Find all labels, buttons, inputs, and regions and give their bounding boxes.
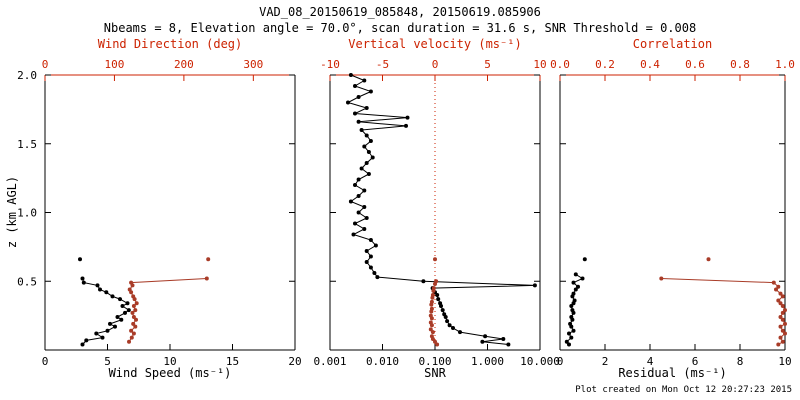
top-tick-label: 10	[533, 58, 546, 71]
top-tick-label: 0.2	[595, 58, 615, 71]
top-tick-label: 1.0	[775, 58, 795, 71]
x-tick-label: 0	[557, 355, 564, 368]
x-tick-label: 4	[647, 355, 654, 368]
x-tick-label: 1.000	[471, 355, 504, 368]
top-tick-label: -10	[320, 58, 340, 71]
panel2-x-axis-title: SNR	[424, 366, 446, 380]
top-tick-label: 0	[432, 58, 439, 71]
x-tick-label: 10	[778, 355, 791, 368]
panel-2: 0.001 0.010 0.100 1.000 10.000 -10 -5 0 5 10	[313, 58, 559, 368]
y-tick-label: 1.5	[17, 138, 37, 151]
plot-subtitle: Nbeams = 8, Elevation angle = 70.0°, sca…	[103, 21, 697, 35]
x-tick-label: 0.100	[418, 355, 451, 368]
series-residual_isolated	[582, 257, 587, 262]
series-wind_speed_isolated	[78, 257, 82, 262]
series-wind_direction_isolated	[206, 257, 211, 262]
plot-timestamp: Plot created on Mon Oct 12 20:27:23 2015	[575, 385, 792, 395]
x-tick-label: 6	[692, 355, 699, 368]
x-tick-label: 15	[226, 355, 239, 368]
top-tick-label: 0.0	[550, 58, 570, 71]
panel-3: 0 2 4 6 8 10 0.0 0.2 0.4 0.6 0.8 1.0	[550, 58, 795, 368]
series-snr	[346, 73, 537, 347]
series-correlation_isolated	[706, 257, 711, 262]
x-tick-label: 10	[163, 355, 176, 368]
top-tick-label: 100	[105, 58, 125, 71]
y-tick-label: 2.0	[17, 69, 37, 82]
x-tick-label: 0.010	[366, 355, 399, 368]
x-tick-label: 0	[42, 355, 49, 368]
x-tick-label: 20	[288, 355, 301, 368]
panel2-top-axis-title: Vertical velocity (ms⁻¹)	[348, 37, 522, 51]
series-vertical_velocity_isolated	[433, 257, 437, 262]
x-tick-label: 10.000	[520, 355, 560, 368]
panel1-x-axis-title: Wind Speed (ms⁻¹)	[108, 366, 232, 380]
x-tick-label: 2	[602, 355, 609, 368]
top-tick-label: 0	[42, 58, 49, 71]
top-tick-label: 0.4	[640, 58, 660, 71]
top-tick-label: -5	[376, 58, 389, 71]
top-tick-label: 0.6	[685, 58, 705, 71]
top-tick-label: 0.8	[730, 58, 750, 71]
y-tick-label: 1.0	[17, 207, 37, 220]
top-tick-label: 300	[243, 58, 263, 71]
y-tick-label: 0.5	[17, 275, 37, 288]
x-tick-label: 0.001	[313, 355, 346, 368]
x-tick-label: 5	[104, 355, 111, 368]
panel3-x-axis-title: Residual (ms⁻¹)	[618, 366, 727, 380]
series-residual	[564, 272, 585, 347]
panel1-top-axis-title: Wind Direction (deg)	[97, 37, 243, 51]
series-wind_speed	[80, 276, 131, 347]
plot-title: VAD_08_20150619_085848, 20150619.085906	[259, 5, 541, 19]
top-tick-label: 5	[484, 58, 491, 71]
series-correlation	[659, 276, 787, 347]
panel3-top-axis-title: Correlation	[632, 37, 713, 51]
top-tick-label: 200	[174, 58, 194, 71]
series-vertical_velocity	[428, 279, 440, 347]
x-tick-label: 8	[737, 355, 744, 368]
series-wind_direction	[127, 276, 209, 344]
